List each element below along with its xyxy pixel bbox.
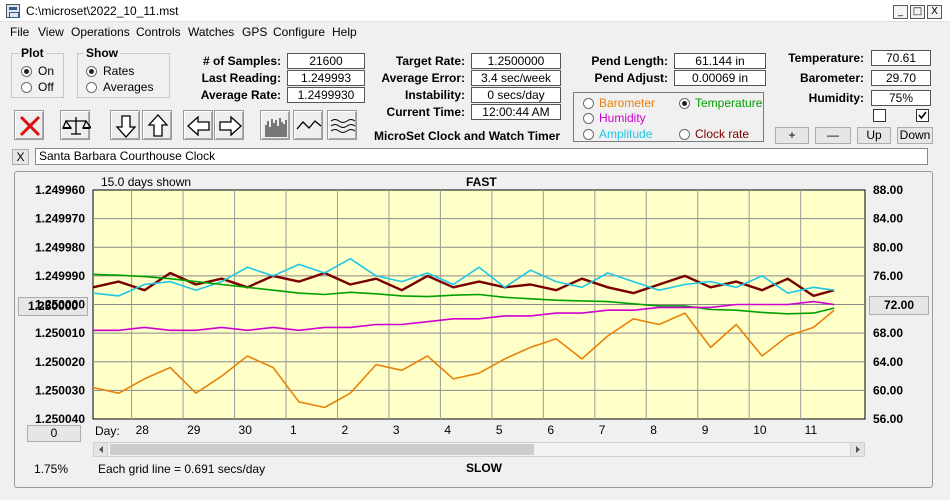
humidity-option-label: Humidity (599, 111, 646, 125)
menu-configure[interactable]: Configure (273, 25, 326, 39)
menu-help[interactable]: Help (332, 25, 357, 39)
menu-view[interactable]: View (38, 25, 64, 39)
title-bar: C:\microset\2022_10_11.mst _ □ X (0, 0, 950, 22)
samples-label: # of Samples: (202, 54, 281, 68)
center-rate-button[interactable]: 1.250000 (18, 297, 88, 316)
barometer-label: Barometer: (799, 71, 864, 85)
last-reading-value: 1.249993 (287, 70, 365, 86)
sensor-select-panel (573, 92, 764, 142)
slow-label: SLOW (466, 461, 502, 475)
arrow-right-icon[interactable] (214, 110, 244, 140)
average-error-label: Average Error: (381, 71, 465, 85)
clock-rate-option-label: Clock rate (695, 127, 750, 141)
minus-button[interactable]: — (815, 127, 851, 144)
arrow-down-icon[interactable] (110, 110, 140, 140)
menu-watches[interactable]: Watches (188, 25, 235, 39)
samples-value: 21600 (287, 53, 365, 69)
show-averages-radio[interactable] (86, 82, 97, 93)
app-caption: MicroSet Clock and Watch Timer (374, 129, 561, 143)
barometer-radio[interactable] (583, 98, 594, 109)
target-rate-label: Target Rate: (395, 54, 465, 68)
temperature-value: 70.61 (871, 50, 931, 66)
window-title: C:\microset\2022_10_11.mst (26, 4, 179, 18)
menu-gps[interactable]: GPS (242, 25, 268, 39)
plot-off-radio[interactable] (21, 82, 32, 93)
fast-label: FAST (466, 175, 497, 189)
temperature-label: Temperature: (788, 51, 864, 65)
barometer-option-label: Barometer (599, 96, 656, 110)
last-reading-label: Last Reading: (201, 71, 281, 85)
app-icon (6, 4, 20, 18)
down-button[interactable]: Down (897, 127, 933, 144)
bar-graph-icon[interactable] (260, 110, 290, 140)
chart-frame (14, 171, 933, 488)
up-button[interactable]: Up (857, 127, 891, 144)
arrow-left-icon[interactable] (183, 110, 213, 140)
show-averages-label: Averages (103, 80, 154, 94)
show-rates-label: Rates (103, 64, 135, 78)
amplitude-radio[interactable] (583, 129, 594, 140)
humidity-radio[interactable] (583, 113, 594, 124)
average-rate-value: 1.2499930 (287, 87, 365, 103)
average-error-value: 3.4 sec/week (471, 70, 561, 86)
menu-controls[interactable]: Controls (136, 25, 181, 39)
temperature-radio[interactable] (679, 98, 690, 109)
plot-off-label: Off (38, 80, 54, 94)
center-temp-button[interactable]: 72.00 (869, 296, 929, 315)
show-group (77, 53, 170, 98)
amplitude-option-label: Amplitude (599, 127, 653, 141)
temperature-option-label: Temperature (695, 96, 763, 110)
current-time-value: 12:00:44 AM (471, 104, 561, 120)
plot-on-label: On (38, 64, 55, 78)
average-rate-label: Average Rate: (200, 88, 281, 102)
scroll-left-arrow-icon[interactable] (94, 443, 108, 456)
clock-rate-radio[interactable] (679, 129, 690, 140)
bottom-left-percent: 1.75% (34, 462, 69, 476)
menu-file[interactable]: File (10, 25, 30, 39)
show-group-title: Show (84, 46, 120, 60)
pend-adjust-label: Pend Adjust: (594, 71, 668, 85)
balance-scale-icon[interactable] (60, 110, 91, 140)
chart-scrollbar[interactable] (93, 442, 865, 457)
menu-operations[interactable]: Operations (71, 25, 130, 39)
left-offset-button[interactable]: 0 (27, 425, 81, 442)
restore-button[interactable]: □ (910, 5, 925, 19)
pend-length-label: Pend Length: (591, 54, 668, 68)
clock-close-button[interactable]: X (12, 149, 29, 165)
plus-button[interactable]: + (775, 127, 809, 144)
scroll-thumb[interactable] (110, 444, 534, 455)
clock-name-field[interactable]: Santa Barbara Courthouse Clock (35, 148, 928, 165)
left-checkbox[interactable] (873, 109, 886, 122)
arrow-up-icon[interactable] (142, 110, 172, 140)
show-rates-radio[interactable] (86, 66, 97, 77)
scroll-right-arrow-icon[interactable] (850, 443, 864, 456)
right-checkbox[interactable] (916, 109, 929, 122)
triple-wave-icon[interactable] (327, 110, 357, 140)
days-shown-label: 15.0 days shown (101, 175, 192, 189)
current-time-label: Current Time: (386, 105, 465, 119)
close-button[interactable]: X (927, 5, 942, 19)
humidity-label: Humidity: (808, 91, 864, 105)
menu-bar: File View Operations Controls Watches GP… (0, 22, 950, 42)
minimize-button[interactable]: _ (893, 5, 908, 19)
target-rate-value: 1.2500000 (471, 53, 561, 69)
humidity-value: 75% (871, 90, 931, 106)
plot-group-title: Plot (19, 46, 46, 60)
day-prefix-label: Day: (95, 424, 120, 438)
plot-on-radio[interactable] (21, 66, 32, 77)
instability-value: 0 secs/day (471, 87, 561, 103)
wave-icon[interactable] (293, 110, 323, 140)
instability-label: Instability: (404, 88, 465, 102)
barometer-value: 29.70 (871, 70, 931, 86)
pend-adjust-value: 0.00069 in (674, 70, 766, 86)
pend-length-value: 61.144 in (674, 53, 766, 69)
close-x-icon[interactable] (14, 110, 44, 140)
grid-note-label: Each grid line = 0.691 secs/day (98, 462, 266, 476)
